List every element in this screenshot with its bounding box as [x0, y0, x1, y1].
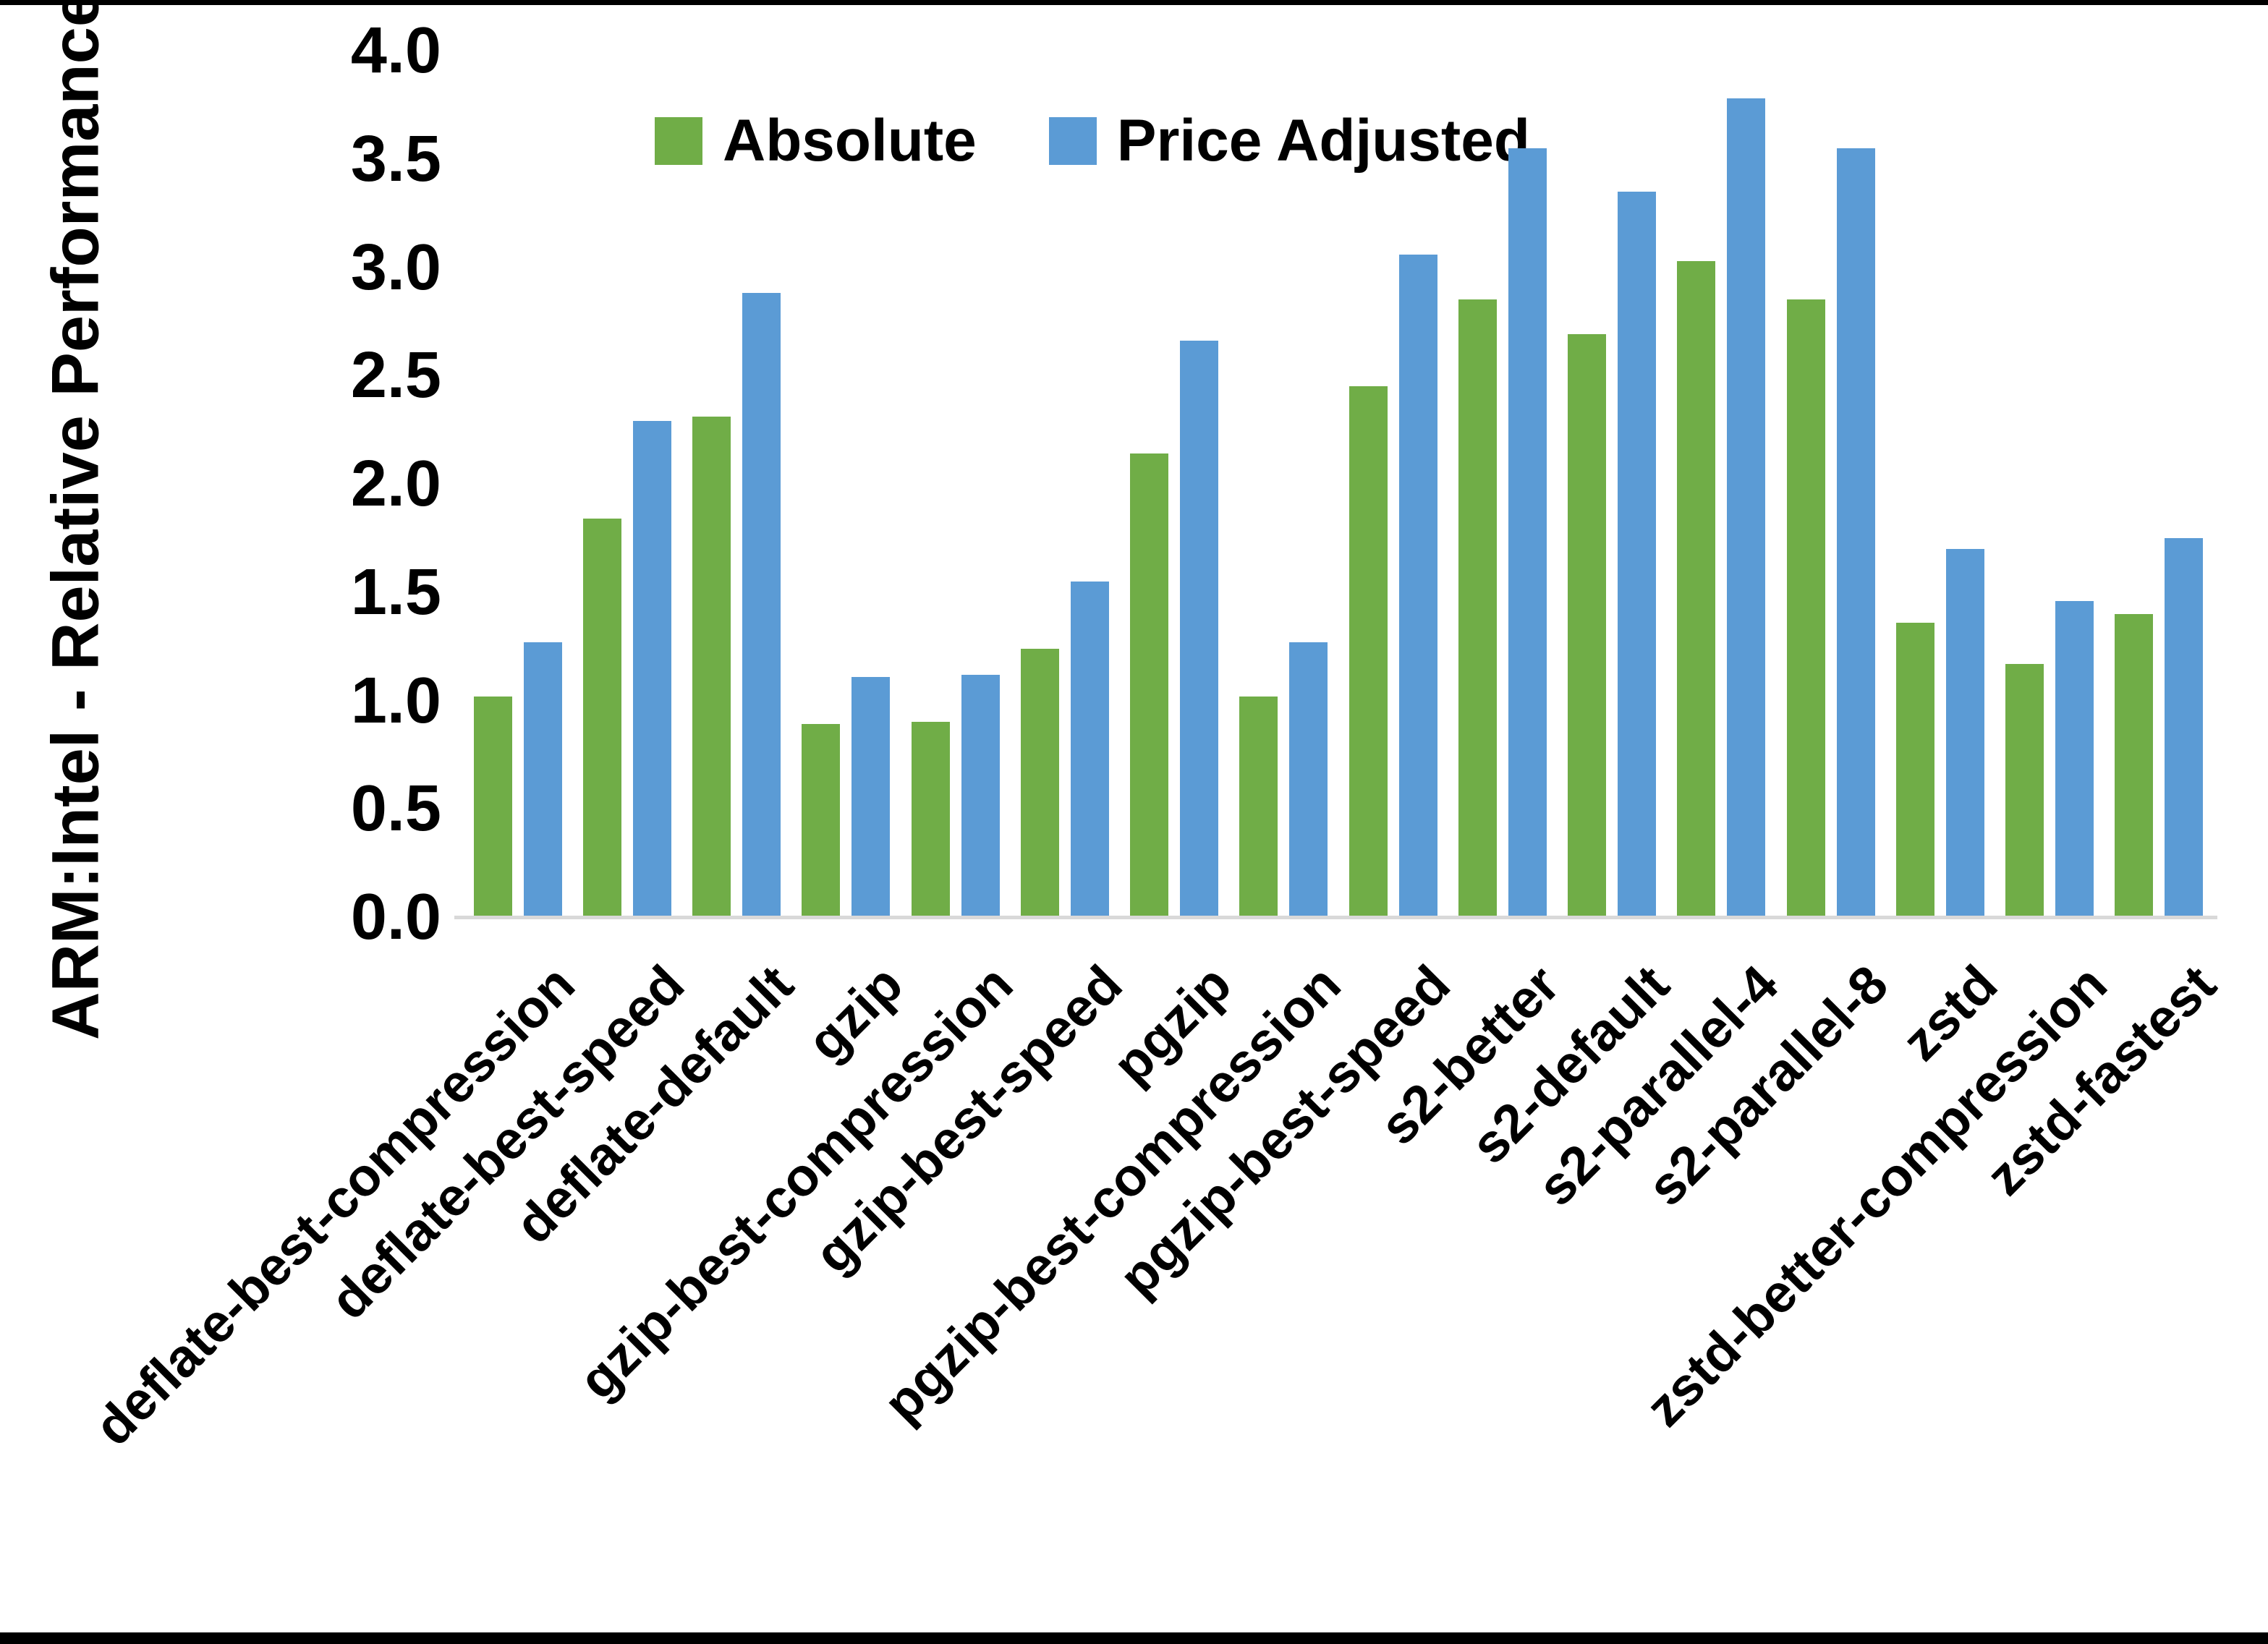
window-top-border: [0, 0, 2268, 5]
bar-absolute-zstd: [1895, 622, 1934, 917]
bar-absolute-s2-parallel-4: [1677, 260, 1716, 917]
bar-absolute-deflate-best-speed: [582, 518, 621, 917]
bar-price-adjusted-deflate-best-compression: [523, 642, 562, 917]
window-bottom-border: [0, 1632, 2268, 1644]
y-tick-label-4.0: 4.0: [350, 14, 441, 87]
bar-absolute-pgzip-best-compression: [1239, 696, 1278, 917]
bar-absolute-gzip: [802, 724, 841, 917]
bar-price-adjusted-s2-default: [1618, 191, 1657, 917]
legend-item-absolute: Absolute: [655, 107, 977, 175]
bar-absolute-s2-parallel-8: [1786, 299, 1825, 917]
bar-absolute-pgzip-best-speed: [1349, 386, 1388, 917]
y-axis-title: ARM:Intel - Relative Performance: [38, 0, 113, 1040]
bar-price-adjusted-zstd-better-compression: [2055, 600, 2094, 917]
y-tick-label-2.0: 2.0: [350, 448, 441, 520]
y-tick-label-3.0: 3.0: [350, 231, 441, 304]
bar-price-adjusted-pgzip-best-speed: [1398, 254, 1437, 917]
chart-legend: Absolute Price Adjusted: [655, 107, 1530, 175]
bar-absolute-zstd-better-compression: [2005, 663, 2044, 917]
bar-absolute-deflate-best-compression: [473, 696, 512, 917]
bar-price-adjusted-gzip-best-speed: [1070, 581, 1109, 917]
y-tick-label-3.5: 3.5: [350, 122, 441, 195]
legend-swatch-icon: [1048, 117, 1097, 165]
bar-price-adjusted-pgzip-best-compression: [1289, 642, 1328, 917]
legend-item-price-adjusted: Price Adjusted: [1048, 107, 1530, 175]
y-tick-label-2.5: 2.5: [350, 339, 441, 412]
y-tick-label-0.0: 0.0: [350, 881, 441, 953]
legend-swatch-icon: [655, 117, 702, 165]
legend-label: Price Adjusted: [1116, 108, 1530, 174]
bar-absolute-deflate-default: [692, 417, 731, 917]
x-axis-baseline: [454, 916, 2217, 919]
bar-price-adjusted-zstd: [1945, 548, 1984, 917]
bar-absolute-gzip-best-compression: [911, 722, 950, 917]
y-tick-label-0.5: 0.5: [350, 772, 441, 846]
bar-price-adjusted-deflate-default: [742, 293, 781, 917]
y-tick-label-1.0: 1.0: [350, 664, 441, 737]
bar-price-adjusted-pgzip: [1180, 341, 1219, 917]
bar-price-adjusted-s2-parallel-4: [1727, 98, 1766, 917]
bar-price-adjusted-deflate-best-speed: [632, 421, 671, 917]
plot-area: [463, 51, 2214, 917]
bar-price-adjusted-gzip-best-compression: [961, 674, 1000, 917]
bar-absolute-zstd-fastest: [2115, 613, 2154, 917]
y-tick-label-1.5: 1.5: [350, 555, 441, 629]
bar-price-adjusted-s2-parallel-8: [1836, 148, 1875, 917]
bar-absolute-s2-default: [1568, 334, 1607, 917]
bar-price-adjusted-zstd-fastest: [2165, 537, 2204, 917]
bar-price-adjusted-s2-better: [1508, 148, 1547, 917]
bar-absolute-s2-better: [1458, 299, 1497, 917]
bar-price-adjusted-gzip: [851, 676, 891, 917]
legend-label: Absolute: [723, 108, 977, 174]
bar-absolute-gzip-best-speed: [1020, 648, 1059, 917]
bar-absolute-pgzip: [1130, 453, 1169, 917]
